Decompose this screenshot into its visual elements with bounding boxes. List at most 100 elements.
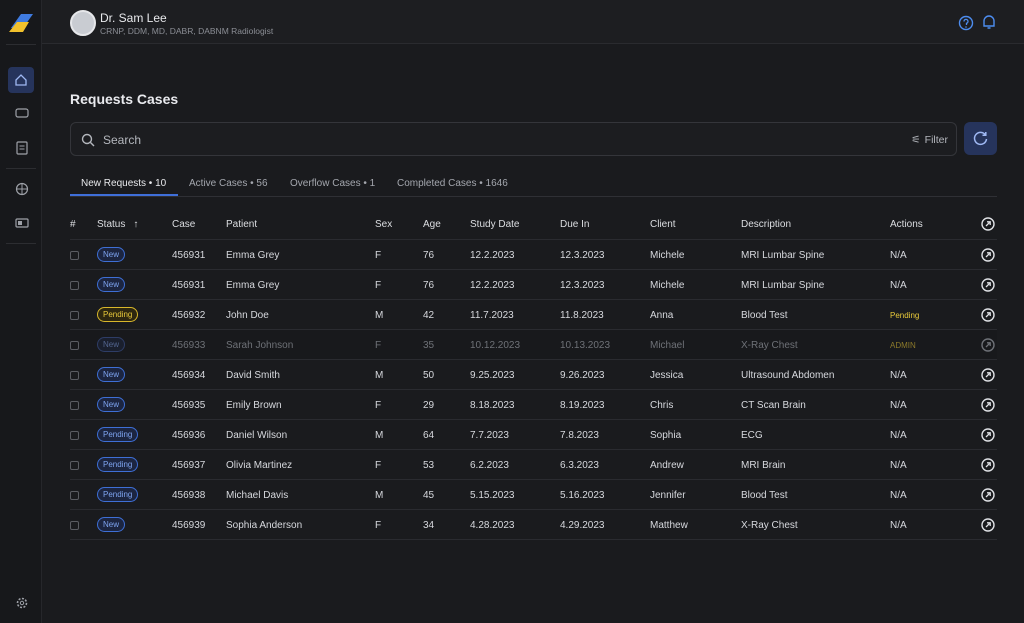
row-checkbox[interactable] [70, 491, 79, 500]
cases-table: # Status ↑ Case Patient Sex Age Study Date Due I… [70, 208, 997, 540]
open-case[interactable] [981, 458, 995, 475]
docs-nav[interactable] [16, 141, 28, 155]
open-case[interactable] [981, 398, 995, 415]
open-case[interactable] [981, 488, 995, 505]
row-checkbox[interactable] [70, 371, 79, 380]
cell: Daniel Wilson [226, 430, 288, 441]
cell: 12.2.2023 [470, 250, 515, 261]
cell: 4.29.2023 [560, 520, 605, 531]
cell: 76 [423, 280, 435, 291]
filter-button[interactable]: ⚟ Filter [911, 134, 948, 146]
status-badge: Pending [97, 457, 139, 472]
cell: M [375, 430, 384, 441]
topbar: Dr. Sam Lee CRNP, DDM, MD, DABR, DABNM R… [42, 0, 1024, 44]
row-checkbox[interactable] [70, 251, 79, 260]
cell: 8.19.2023 [560, 400, 605, 411]
cell: 6.2.2023 [470, 460, 509, 471]
cell: M [375, 370, 384, 381]
header-row: # Status ↑ Case Patient Sex Age Study Date Due I… [70, 208, 997, 240]
cell: 12.3.2023 [560, 280, 605, 291]
open-case[interactable] [981, 368, 995, 385]
cell: F [375, 400, 382, 411]
help-icon[interactable] [958, 15, 974, 31]
open-case[interactable] [981, 278, 995, 295]
refresh-icon [973, 131, 988, 146]
cell: 6.3.2023 [560, 460, 599, 471]
cell: ECG [741, 430, 763, 441]
avatar [70, 10, 96, 36]
column-header: Due In [560, 219, 590, 230]
tab[interactable]: New Requests • 10 [81, 178, 167, 189]
row-checkbox[interactable] [70, 461, 79, 470]
column-header: # [70, 219, 76, 230]
column-header: Status ↑ [97, 219, 139, 230]
open-all[interactable] [981, 217, 995, 234]
table-row: New 456939 Sophia Anderson F 34 4.28.2023 4.29… [70, 510, 997, 540]
card-nav[interactable] [15, 217, 29, 229]
globe-nav[interactable] [15, 182, 29, 196]
row-checkbox[interactable] [70, 431, 79, 440]
cell: Emily Brown [226, 400, 282, 411]
row-checkbox[interactable] [70, 341, 79, 350]
status-badge: New [97, 247, 126, 262]
cell: 456939 [172, 520, 206, 531]
cell: F [375, 520, 382, 531]
open-case[interactable] [981, 338, 995, 355]
cell: Sophia [650, 430, 682, 441]
active-tab-indicator [70, 194, 178, 196]
cell: 35 [423, 340, 435, 351]
open-case[interactable] [981, 248, 995, 265]
cell: Sarah Johnson [226, 340, 294, 351]
user-name: Dr. Sam Lee [100, 11, 167, 25]
cell: Michael Davis [226, 490, 289, 501]
row-checkbox[interactable] [70, 311, 79, 320]
cell: 7.7.2023 [470, 430, 509, 441]
cell: 12.3.2023 [560, 250, 605, 261]
tab[interactable]: Active Cases • 56 [189, 178, 268, 189]
action: ADMIN [890, 341, 916, 350]
messages-nav[interactable] [15, 108, 29, 120]
cell: Michael [650, 340, 685, 351]
table-row: New 456934 David Smith M 50 9.25.2023 9.26.202… [70, 360, 997, 390]
status-badge: New [97, 367, 126, 382]
logo [9, 14, 33, 32]
refresh-button[interactable] [964, 122, 997, 155]
open-case[interactable] [981, 428, 995, 445]
filter-label: Filter [924, 134, 948, 146]
cell: 456932 [172, 310, 206, 321]
cell: Sophia Anderson [226, 520, 303, 531]
cell: Matthew [650, 520, 688, 531]
settings-nav[interactable] [15, 596, 29, 610]
column-header: Description [741, 219, 792, 230]
cell: 76 [423, 250, 435, 261]
row-checkbox[interactable] [70, 401, 79, 410]
user-credentials: CRNP, DDM, MD, DABR, DABNM Radiologist [100, 26, 274, 36]
tab[interactable]: Overflow Cases • 1 [290, 178, 376, 189]
open-case[interactable] [981, 308, 995, 325]
cell: Emma Grey [226, 280, 280, 291]
bell-icon[interactable] [981, 13, 997, 31]
cell: MRI Brain [741, 460, 786, 471]
cell: 456931 [172, 280, 206, 291]
cell: F [375, 460, 382, 471]
home-nav[interactable] [8, 67, 34, 93]
row-checkbox[interactable] [70, 281, 79, 290]
search-icon [81, 133, 95, 147]
search-placeholder: Search [103, 133, 142, 147]
cell: Ultrasound Abdomen [741, 370, 835, 381]
cell: Chris [650, 400, 674, 411]
tab[interactable]: Completed Cases • 1646 [397, 178, 508, 189]
cell: Anna [650, 310, 674, 321]
cell: Blood Test [741, 490, 788, 501]
cell: 8.18.2023 [470, 400, 515, 411]
cell: 9.26.2023 [560, 370, 605, 381]
action: Pending [890, 311, 920, 320]
cell: M [375, 490, 384, 501]
open-case[interactable] [981, 518, 995, 535]
cell: 53 [423, 460, 435, 471]
row-checkbox[interactable] [70, 521, 79, 530]
search-box[interactable]: Search ⚟ Filter [70, 122, 957, 156]
cell: Emma Grey [226, 250, 280, 261]
column-header: Study Date [470, 219, 520, 230]
